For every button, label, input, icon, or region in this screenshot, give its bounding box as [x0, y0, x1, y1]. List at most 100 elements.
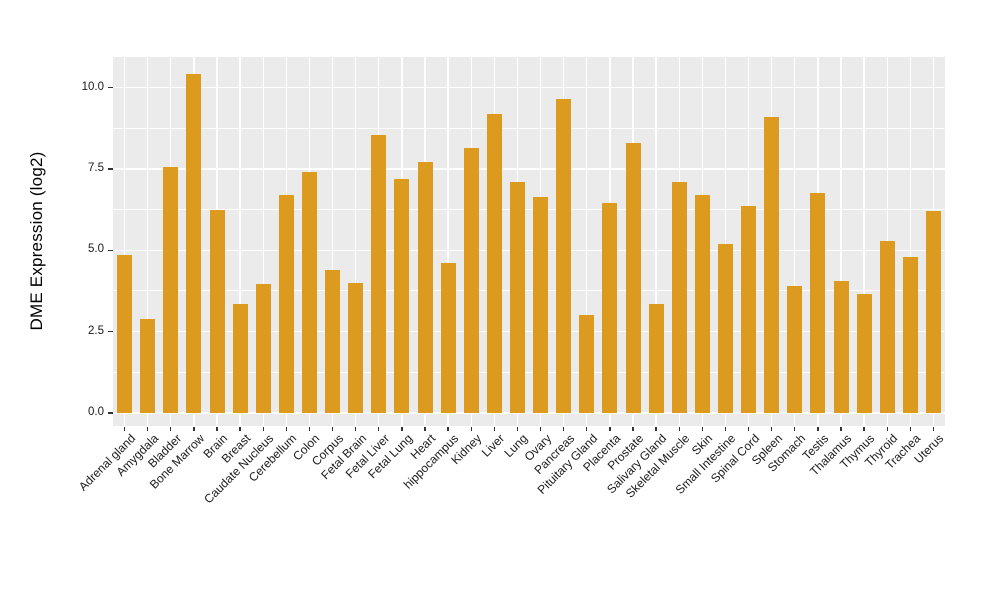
x-tick-mark — [147, 426, 149, 431]
gridline-x — [863, 57, 865, 426]
x-tick-label: Fetal Liver — [342, 431, 392, 481]
bar — [925, 211, 941, 413]
x-tick-label: Uterus — [911, 431, 947, 467]
bars-layer — [113, 57, 945, 426]
bar — [879, 240, 895, 413]
x-tick-mark — [123, 426, 126, 431]
gridline-x — [262, 57, 264, 426]
y-tick-label: 0.0 — [88, 406, 104, 418]
x-tick-label: hippocampus — [400, 431, 462, 492]
x-tick-mark — [886, 426, 888, 431]
bar — [209, 209, 225, 413]
x-tick-label: Pancreas — [531, 431, 577, 478]
x-tick-label: Skin — [689, 431, 716, 458]
bar — [902, 256, 918, 413]
bar — [140, 318, 156, 413]
x-tick-mark — [701, 426, 703, 431]
x-tick-label: Kidney — [448, 431, 485, 468]
x-tick-label: Bone Marrow — [146, 431, 208, 492]
y-axis-title: DME Expression (log2) — [27, 151, 46, 331]
x-tick-mark — [539, 426, 542, 431]
x-tick-label: Fetal Lung — [365, 431, 416, 482]
x-tick-label: Colon — [290, 431, 323, 464]
bar — [787, 286, 803, 413]
gridline-x — [909, 57, 911, 426]
x-tick-label: Cerebellum — [246, 431, 300, 485]
x-tick-label: Thyroid — [862, 431, 901, 470]
x-tick-label: Small Intestine — [673, 431, 739, 497]
bar — [186, 74, 202, 413]
x-tick-label: Breast — [218, 431, 254, 466]
x-tick-label: Skeletal Muscle — [623, 431, 693, 501]
x-tick-label: Fetal Brain — [317, 431, 369, 483]
bar — [810, 193, 826, 413]
y-tick-label: 10.0 — [81, 80, 104, 93]
bar — [856, 294, 872, 413]
y-tick-label: 5.0 — [88, 243, 104, 256]
x-tick-label: Brain — [200, 431, 231, 462]
gridline-x — [123, 57, 126, 426]
gridline-y-minor — [113, 127, 945, 129]
x-tick-label: Thalamus — [807, 431, 855, 479]
x-tick-mark — [678, 426, 680, 431]
bar — [579, 315, 595, 413]
gridline-x — [355, 57, 357, 426]
x-tick-label: Adrenal gland — [75, 431, 138, 494]
gridline-y-minor — [113, 290, 945, 292]
x-tick-mark — [909, 426, 911, 431]
x-tick-mark — [216, 426, 218, 431]
gridline-x — [840, 57, 842, 426]
gridline-x — [794, 57, 796, 426]
gridline-y-major — [113, 249, 945, 251]
x-tick-label: Testis — [799, 431, 832, 463]
bar — [371, 134, 387, 413]
x-tick-label: Spinal Cord — [707, 431, 762, 486]
bar — [440, 263, 456, 413]
bar — [255, 284, 271, 413]
bar — [648, 303, 664, 413]
bar — [556, 98, 572, 413]
bar — [533, 196, 549, 413]
x-tick-label: Thymus — [837, 431, 878, 472]
gridline-y-major — [113, 168, 945, 170]
y-tick-label: 7.5 — [88, 161, 104, 174]
x-tick-label: Heart — [407, 431, 439, 462]
gridline-y-major — [113, 330, 945, 333]
bar — [486, 113, 502, 413]
x-tick-mark — [193, 426, 195, 431]
gridline-y-minor — [113, 371, 945, 373]
x-tick-mark — [655, 426, 657, 431]
x-tick-mark — [493, 426, 495, 431]
bar — [417, 162, 433, 413]
x-tick-mark — [771, 426, 773, 431]
x-tick-mark — [586, 426, 588, 431]
x-tick-label: Prostate — [604, 431, 647, 473]
x-tick-mark — [632, 426, 634, 431]
x-tick-mark — [724, 426, 727, 431]
x-tick-label: Bladder — [144, 431, 184, 471]
bar — [717, 243, 733, 413]
gridline-y-major — [113, 412, 945, 414]
x-tick-mark — [516, 426, 519, 431]
x-tick-mark — [747, 426, 750, 431]
expression-bar-chart: DME Expression (log2) 0.0 2.5 5.0 7.5 10.0 A… — [27, 57, 947, 506]
plot-panel — [113, 57, 945, 426]
x-tick-mark — [424, 426, 426, 431]
x-tick-mark — [401, 426, 403, 431]
bar — [671, 181, 687, 413]
bar — [741, 206, 757, 413]
gridline-x — [331, 57, 334, 426]
bar — [301, 172, 317, 413]
gridline-x — [147, 57, 149, 426]
x-tick-mark — [378, 426, 380, 431]
gridline-x — [447, 57, 449, 426]
bar — [764, 116, 780, 413]
gridline-x — [724, 57, 727, 426]
x-tick-mark — [285, 426, 287, 431]
x-tick-mark — [794, 426, 796, 431]
x-tick-mark — [355, 426, 357, 431]
x-tick-mark — [563, 426, 565, 431]
x-tick-label: Corpus — [308, 431, 346, 469]
x-tick-label: Caudate Nucleus — [201, 431, 277, 507]
x-tick-label: Lung — [501, 431, 531, 461]
